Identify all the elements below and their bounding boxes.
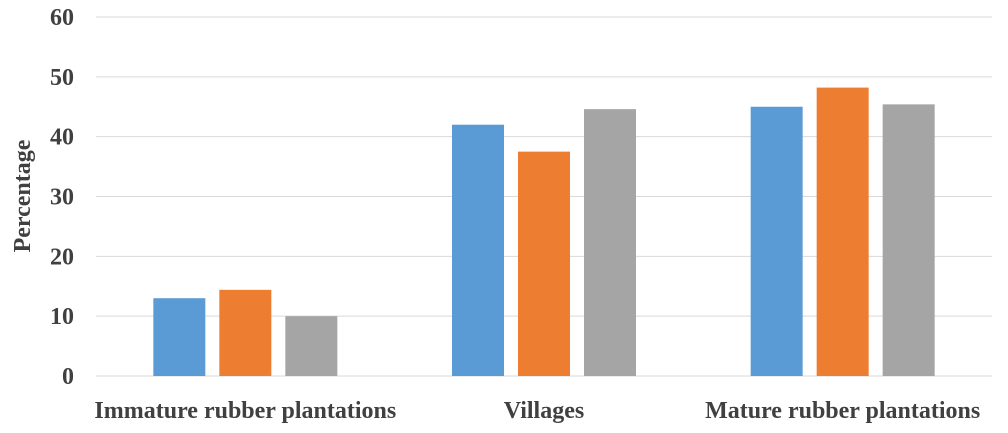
x-category-label: Immature rubber plantations [94, 398, 396, 424]
bar-series-1-immature-rubber-plantations [153, 298, 206, 376]
y-tick-label: 10 [50, 304, 74, 330]
x-axis-categories: Immature rubber plantations Villages Matur… [94, 398, 980, 424]
bar-series-2-villages [518, 151, 570, 376]
bar-series-3-villages [584, 109, 636, 376]
bar-series-2-mature-rubber-plantations [816, 87, 869, 376]
y-tick-label: 30 [50, 185, 74, 211]
bar-series-3-immature-rubber-plantations [285, 316, 338, 376]
bar-series-3-mature-rubber-plantations [882, 104, 935, 377]
x-category-label: Villages [504, 398, 584, 424]
x-category-label: Mature rubber plantations [705, 398, 980, 424]
y-axis-title: Percentage [10, 139, 36, 252]
bars [153, 87, 935, 377]
y-tick-label: 50 [50, 65, 74, 91]
y-tick-label: 0 [62, 364, 74, 390]
bar-series-1-villages [452, 124, 504, 376]
y-tick-label: 20 [50, 244, 74, 270]
y-tick-label: 60 [50, 5, 74, 31]
y-tick-label: 40 [50, 125, 74, 151]
bar-series-1-mature-rubber-plantations [750, 106, 803, 376]
bar-series-2-immature-rubber-plantations [219, 289, 272, 376]
y-axis-ticks: 0 10 20 30 40 50 60 [50, 5, 74, 390]
